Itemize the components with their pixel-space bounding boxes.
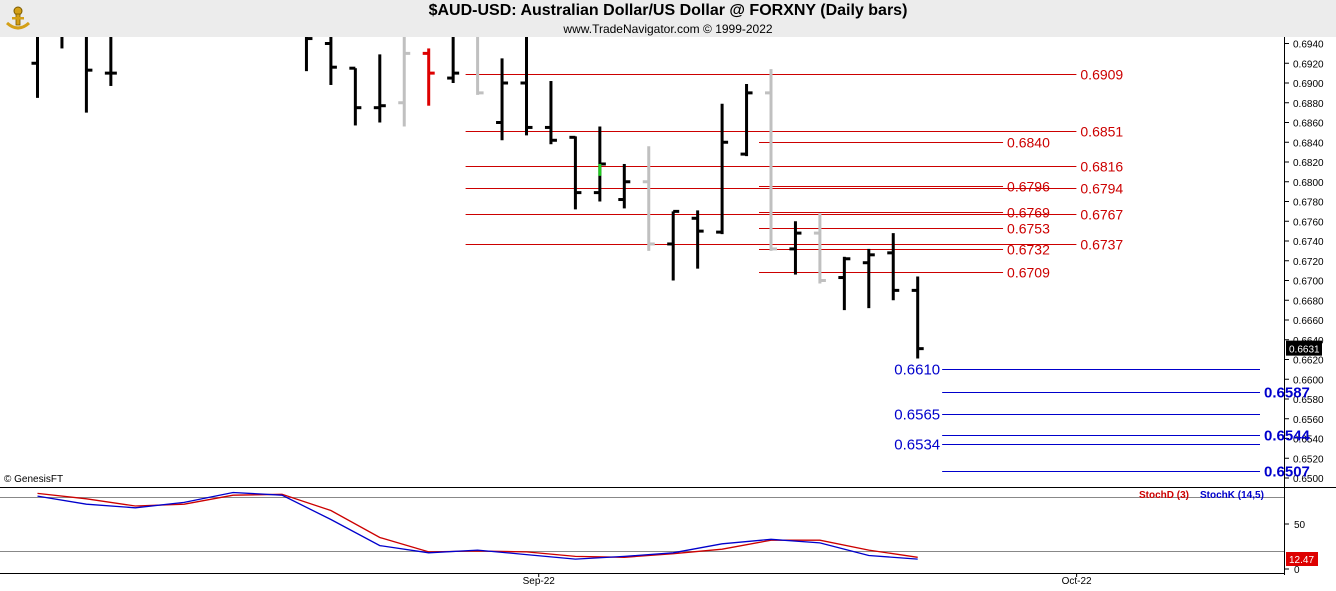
price-panel: [0, 37, 1284, 487]
stoch-legend-k: StochK (14,5): [1200, 490, 1264, 501]
ohlc-bars: [31, 37, 924, 359]
price-y-tick-label: 0.6520: [1293, 454, 1324, 465]
stoch-series-line: [37, 492, 918, 558]
credit-label: © GenesisFT: [4, 474, 64, 485]
stoch-series-line: [37, 491, 918, 560]
price-y-tick-label: 0.6780: [1293, 198, 1324, 209]
price-y-tick-label: 0.6580: [1293, 395, 1324, 406]
price-y-tick-label: 0.6680: [1293, 296, 1324, 307]
price-y-tick-label: 0.6840: [1293, 138, 1324, 149]
price-y-tick-label: 0.6540: [1293, 435, 1324, 446]
price-y-tick-label: 0.6740: [1293, 237, 1324, 248]
price-y-tick-label: 0.6920: [1293, 59, 1324, 70]
chart-title: $AUD-USD: Australian Dollar/US Dollar @ …: [428, 2, 908, 19]
support-label: 0.6610: [894, 362, 940, 379]
price-y-tick-label: 0.6600: [1293, 375, 1324, 386]
support-label: 0.6507: [1264, 464, 1310, 481]
resistance-label: 0.6753: [1007, 221, 1050, 237]
price-y-tick-label: 0.6620: [1293, 356, 1324, 367]
price-y-tick-label: 0.6660: [1293, 316, 1324, 327]
price-y-tick-label: 0.6940: [1293, 40, 1324, 51]
resistance-label: 0.6794: [1080, 181, 1123, 197]
price-y-tick-label: 0.6500: [1293, 474, 1324, 485]
price-y-tick-label: 0.6720: [1293, 257, 1324, 268]
tradenavigator-logo-icon: [3, 3, 33, 38]
stoch-last-label: 12.47: [1289, 555, 1314, 566]
resistance-label: 0.6767: [1080, 207, 1123, 223]
price-y-tick-label: 0.6560: [1293, 415, 1324, 426]
resistance-label: 0.6796: [1007, 179, 1050, 195]
price-y-tick-label: 0.6760: [1293, 217, 1324, 228]
resistance-label: 0.6816: [1080, 159, 1123, 175]
price-y-tick-label: 0.6700: [1293, 277, 1324, 288]
stoch-last-badge: [1286, 552, 1318, 566]
resistance-label: 0.6732: [1007, 242, 1050, 258]
price-y-tick-label: 0.6860: [1293, 119, 1324, 130]
resistance-label: 0.6909: [1080, 67, 1123, 83]
last-price-label: 0.6631: [1289, 345, 1320, 356]
support-label: 0.6534: [894, 437, 940, 454]
support-label: 0.6565: [894, 407, 940, 424]
resistance-label: 0.6840: [1007, 135, 1050, 151]
last-price-badge: [1286, 340, 1322, 356]
x-tick-label: Oct-22: [1062, 576, 1092, 587]
chart-subtitle: www.TradeNavigator.com © 1999-2022: [563, 22, 773, 36]
price-y-tick-label: 0.6800: [1293, 178, 1324, 189]
price-y-tick-label: 0.6820: [1293, 158, 1324, 169]
resistance-label: 0.6851: [1080, 124, 1123, 140]
x-tick-label: Sep-22: [523, 576, 556, 587]
price-y-tick-label: 0.6880: [1293, 99, 1324, 110]
stoch-y-tick-label: 50: [1294, 520, 1306, 531]
support-label: 0.6544: [1264, 428, 1311, 445]
header-bar: [0, 0, 1336, 37]
price-y-tick-label: 0.6900: [1293, 79, 1324, 90]
stoch-y-tick-label: 0: [1294, 565, 1300, 576]
stoch-legend-d: StochD (3): [1139, 490, 1189, 501]
resistance-label: 0.6737: [1080, 237, 1123, 253]
support-label: 0.6587: [1264, 385, 1310, 402]
resistance-label: 0.6769: [1007, 205, 1050, 221]
resistance-label: 0.6709: [1007, 265, 1050, 281]
